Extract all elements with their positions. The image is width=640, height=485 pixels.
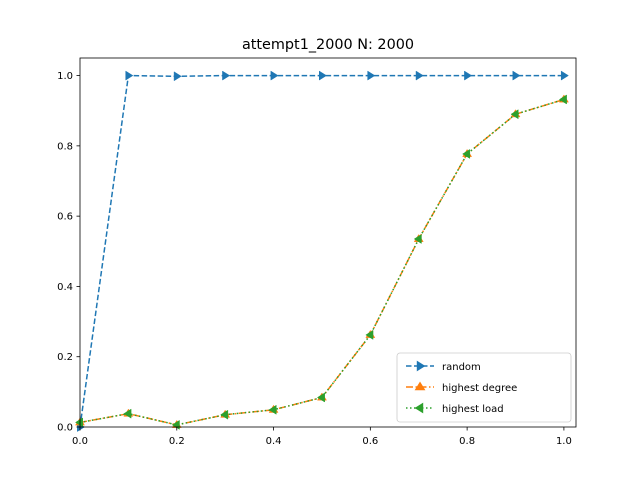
series-3-point-2 — [123, 408, 132, 419]
x-tick-label-1: 0.0 — [72, 436, 88, 447]
series-1-point-11 — [560, 70, 569, 81]
legend-marker-3 — [414, 402, 424, 414]
legend-box — [396, 352, 572, 423]
series-3-point-6 — [316, 392, 325, 403]
series-1-point-6 — [319, 70, 327, 81]
series-1-point-2 — [125, 70, 134, 81]
axes-frame — [79, 57, 577, 428]
legend-label-3: highest load — [442, 404, 504, 415]
y-tick-label-6: 1.0 — [57, 71, 73, 82]
legend-label-1: random — [442, 362, 481, 373]
series-3-point-8 — [413, 234, 422, 244]
series-line-3 — [79, 98, 565, 426]
series-1-point-7 — [367, 70, 376, 81]
x-tick-label-5: 0.8 — [459, 436, 475, 447]
legend-label-2: highest degree — [442, 383, 517, 394]
series-1-point-10 — [512, 70, 521, 81]
series-1-point-8 — [415, 70, 424, 81]
legend-marker-1 — [416, 360, 426, 372]
y-tick-label-5: 0.8 — [57, 141, 73, 152]
chart-title: attempt1_2000 N: 2000 — [242, 37, 414, 53]
legend-marker-2 — [414, 381, 426, 391]
series-3-point-11 — [558, 94, 567, 105]
series-3-point-5 — [268, 404, 277, 415]
series-3-point-9 — [462, 148, 471, 159]
series-1-point-4 — [222, 70, 231, 81]
x-tick-label-4: 0.6 — [362, 436, 378, 447]
series-3-point-7 — [365, 329, 374, 340]
series-1-point-3 — [173, 71, 182, 82]
series-3-point-4 — [220, 409, 229, 420]
y-tick-label-2: 0.2 — [57, 352, 73, 363]
series-3-point-1 — [75, 417, 83, 428]
x-tick-label-2: 0.2 — [169, 436, 185, 447]
series-3-point-10 — [510, 109, 519, 120]
x-tick-label-3: 0.4 — [266, 436, 282, 447]
series-1-point-5 — [270, 70, 279, 81]
y-tick-label-4: 0.6 — [57, 212, 73, 223]
x-tick-label-6: 1.0 — [556, 436, 572, 447]
series-1-point-9 — [464, 70, 473, 81]
y-tick-label-3: 0.4 — [57, 282, 73, 293]
y-tick-label-1: 0.0 — [57, 423, 73, 434]
